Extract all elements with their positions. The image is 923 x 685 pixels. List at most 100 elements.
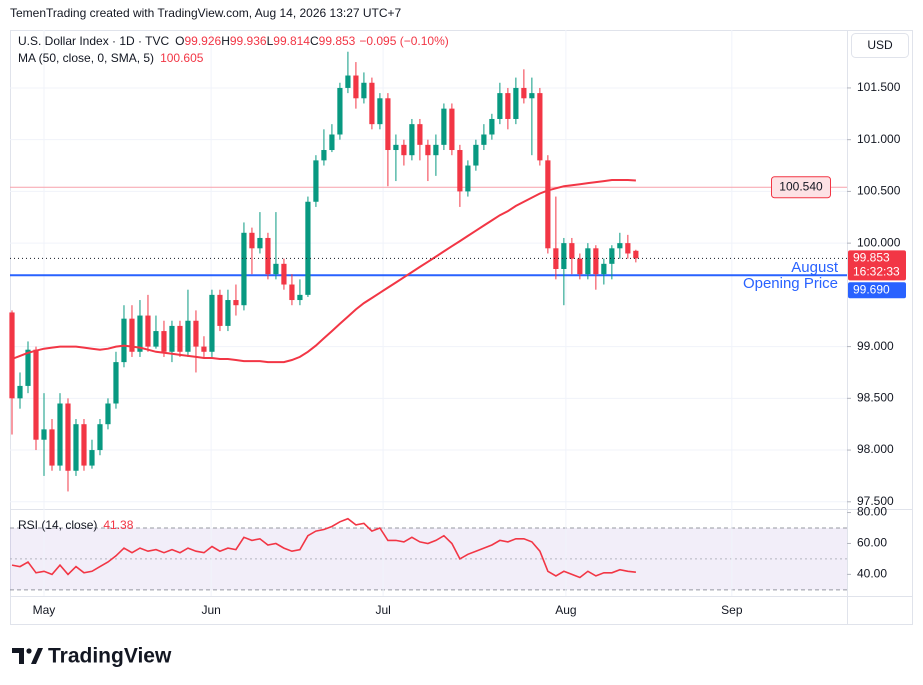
candle-body: [385, 98, 391, 151]
candle-body: [161, 331, 167, 352]
rsi-tick-label: 80.00: [857, 505, 887, 519]
rsi-tick-label: 40.00: [857, 567, 887, 581]
candle-body: [289, 284, 295, 301]
candle-body: [593, 248, 599, 275]
candle-body: [409, 124, 415, 156]
candle-body: [353, 75, 359, 99]
candle-body: [417, 124, 423, 145]
candle-body: [537, 93, 543, 161]
candle-body: [329, 134, 335, 151]
candle-body: [441, 108, 447, 145]
currency-button[interactable]: [851, 33, 909, 58]
candle-body: [585, 248, 591, 275]
legend-value: 99.853: [319, 34, 356, 48]
y-tick-label: 100.500: [857, 184, 901, 198]
candle-body: [49, 429, 55, 466]
attribution: TemenTrading created with TradingView.co…: [10, 6, 402, 20]
candle-body: [153, 331, 159, 347]
candle-body: [553, 248, 559, 269]
candle-body: [137, 315, 143, 352]
candle-body: [433, 144, 439, 156]
candle-body: [57, 403, 63, 466]
candle-body: [25, 349, 31, 386]
ma-value: 100.605: [160, 51, 204, 65]
ma-legend: MA (50, close, 0, SMA, 5) 100.605: [18, 51, 204, 65]
y-tick-label: 98.500: [857, 391, 894, 405]
candle-body: [89, 450, 95, 466]
x-tick-label: Jun: [201, 603, 220, 617]
logo: TradingView: [12, 645, 172, 668]
legend-title: U.S. Dollar Index · 1D · TVC: [18, 34, 169, 48]
y-tick-label: 97.500: [857, 494, 894, 508]
candle-body: [569, 243, 575, 259]
candle-body: [497, 93, 503, 119]
candle-body: [561, 243, 567, 269]
candle-body: [465, 165, 471, 192]
x-tick-label: Aug: [555, 603, 576, 617]
candle-body: [473, 144, 479, 166]
candle-body: [505, 93, 511, 119]
candle-body: [297, 294, 303, 301]
legend-letter: H: [221, 34, 230, 48]
y-tick-label: 101.000: [857, 132, 901, 146]
y-tick-label: 99.000: [857, 339, 894, 353]
candle-body: [225, 300, 231, 326]
candle-body: [145, 315, 151, 347]
x-tick-label: Jul: [375, 603, 390, 617]
candle-body: [65, 403, 71, 471]
candle-body: [617, 243, 623, 249]
candle-body: [513, 87, 519, 119]
candle-body: [481, 134, 487, 145]
rsi-band: [10, 528, 847, 590]
candle-body: [337, 87, 343, 135]
candle-body: [625, 243, 631, 254]
last-price-label: 99.853: [853, 251, 890, 265]
candle-body: [113, 362, 119, 404]
candle-body: [281, 263, 287, 285]
candle-body: [361, 82, 367, 99]
y-tick-label: 98.000: [857, 442, 894, 456]
candle-body: [241, 232, 247, 306]
logo-mark: [31, 648, 43, 664]
legend-letter: L: [267, 34, 274, 48]
candle-body: [209, 294, 215, 352]
candle-body: [177, 325, 183, 352]
candle-body: [609, 248, 615, 264]
candle-body: [201, 346, 207, 352]
candle-body: [305, 201, 311, 295]
legend-value: 99.936: [230, 34, 267, 48]
candle-body: [529, 93, 535, 99]
candle-body: [401, 144, 407, 156]
moving-average-line: [11, 179, 636, 364]
candle-body: [633, 250, 639, 259]
level-box: [771, 176, 831, 199]
candle-body: [393, 144, 399, 151]
candle-body: [377, 98, 383, 125]
level-label: 99.690: [853, 282, 890, 296]
candle-body: [545, 160, 551, 249]
candle-body: [601, 263, 607, 275]
rsi-name: RSI (14, close): [18, 518, 97, 532]
level-annotation: Opening Price: [743, 275, 838, 292]
candle-body: [97, 424, 103, 451]
logo-text: TradingView: [48, 645, 172, 668]
rsi-tick-label: 60.00: [857, 536, 887, 550]
rsi-value: 41.38: [103, 518, 133, 532]
candle-body: [105, 403, 111, 425]
candle-body: [313, 160, 319, 202]
level-label: 100.540: [779, 179, 823, 193]
candle-body: [489, 118, 495, 135]
x-tick-label: May: [33, 603, 56, 617]
candle-body: [217, 294, 223, 326]
legend-letter: C: [310, 34, 319, 48]
candle-body: [121, 318, 127, 363]
candle-body: [129, 318, 135, 352]
candle-body: [81, 424, 87, 466]
legend-value: 99.926: [185, 34, 222, 48]
legend-value: 99.814: [273, 34, 310, 48]
candle-body: [185, 320, 191, 352]
candle-body: [233, 300, 239, 306]
countdown: 16:32:33: [853, 265, 900, 279]
currency[interactable]: USD: [867, 38, 893, 52]
